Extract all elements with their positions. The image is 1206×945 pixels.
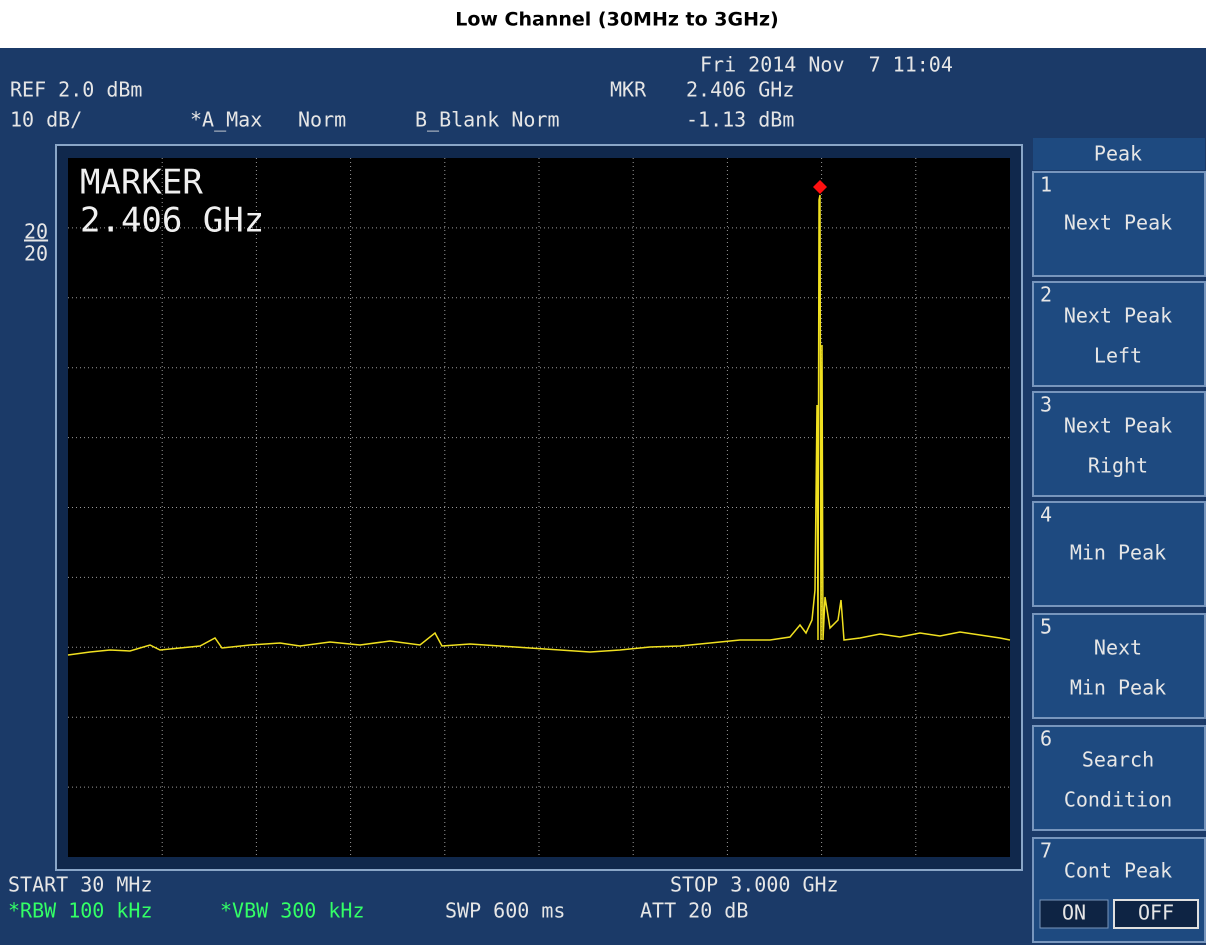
marker-title: MARKER <box>80 163 203 203</box>
softkey-label: Min Peak <box>1070 541 1166 565</box>
menu-title: Peak <box>1094 142 1142 166</box>
rbw: *RBW 100 kHz <box>8 899 153 923</box>
softkey-number: 6 <box>1040 727 1052 751</box>
softkey-label: Next Peak <box>1064 414 1172 438</box>
toggle-off[interactable] <box>1113 899 1199 929</box>
softkey-label: Search <box>1082 748 1154 772</box>
softkey-number: 5 <box>1040 615 1052 639</box>
softkey-label: Min Peak <box>1070 676 1166 700</box>
trace <box>67 194 1011 656</box>
start-freq: START 30 MHz <box>8 873 153 897</box>
toggle-label: OFF <box>1138 901 1174 925</box>
marker-freq: 2.406 GHz <box>686 78 794 102</box>
stop-freq: STOP 3.000 GHz <box>670 873 839 897</box>
trace-a: *A_Max <box>190 108 262 132</box>
softkey[interactable] <box>1032 391 1206 497</box>
softkey[interactable] <box>1032 725 1206 831</box>
softkey-label: Condition <box>1064 788 1172 812</box>
softkey-number: 1 <box>1040 173 1052 197</box>
sweep: SWP 600 ms <box>445 899 565 923</box>
softkey-number: 4 <box>1040 503 1052 527</box>
scale: 10 dB/ <box>10 108 82 132</box>
toggle-label: ON <box>1062 901 1086 925</box>
norm-a: Norm <box>298 108 346 132</box>
side-label: 20 <box>24 220 48 244</box>
menu-title-box <box>1033 138 1205 170</box>
softkey-label: Left <box>1094 344 1142 368</box>
softkey-label: Next Peak <box>1064 211 1172 235</box>
page-title: Low Channel (30MHz to 3GHz) <box>455 9 779 31</box>
marker-freq-big: 2.406 GHz <box>80 201 264 241</box>
marker-label: MKR <box>610 78 647 102</box>
softkey-number: 7 <box>1040 839 1052 863</box>
datetime: Fri 2014 Nov 7 11:04 <box>700 53 953 77</box>
softkey-label: Next Peak <box>1064 304 1172 328</box>
softkey-label: Cont Peak <box>1064 859 1172 883</box>
softkey-number: 3 <box>1040 393 1052 417</box>
ref-level: REF 2.0 dBm <box>10 78 142 102</box>
softkey[interactable] <box>1032 281 1206 387</box>
grid <box>68 158 1010 857</box>
softkey[interactable] <box>1032 613 1206 719</box>
softkey-number: 2 <box>1040 283 1052 307</box>
marker-diamond <box>813 180 827 194</box>
toggle-on[interactable] <box>1039 899 1109 929</box>
trace-b: B_Blank Norm <box>415 108 560 132</box>
side-label: 20 <box>24 242 48 266</box>
softkey-label: Next <box>1094 636 1142 660</box>
marker-level: -1.13 dBm <box>686 108 794 132</box>
vbw: *VBW 300 kHz <box>220 899 365 923</box>
softkey-label: Right <box>1088 454 1148 478</box>
attenuation: ATT 20 dB <box>640 899 748 923</box>
softkey[interactable] <box>1032 501 1206 607</box>
softkey[interactable] <box>1032 171 1206 277</box>
